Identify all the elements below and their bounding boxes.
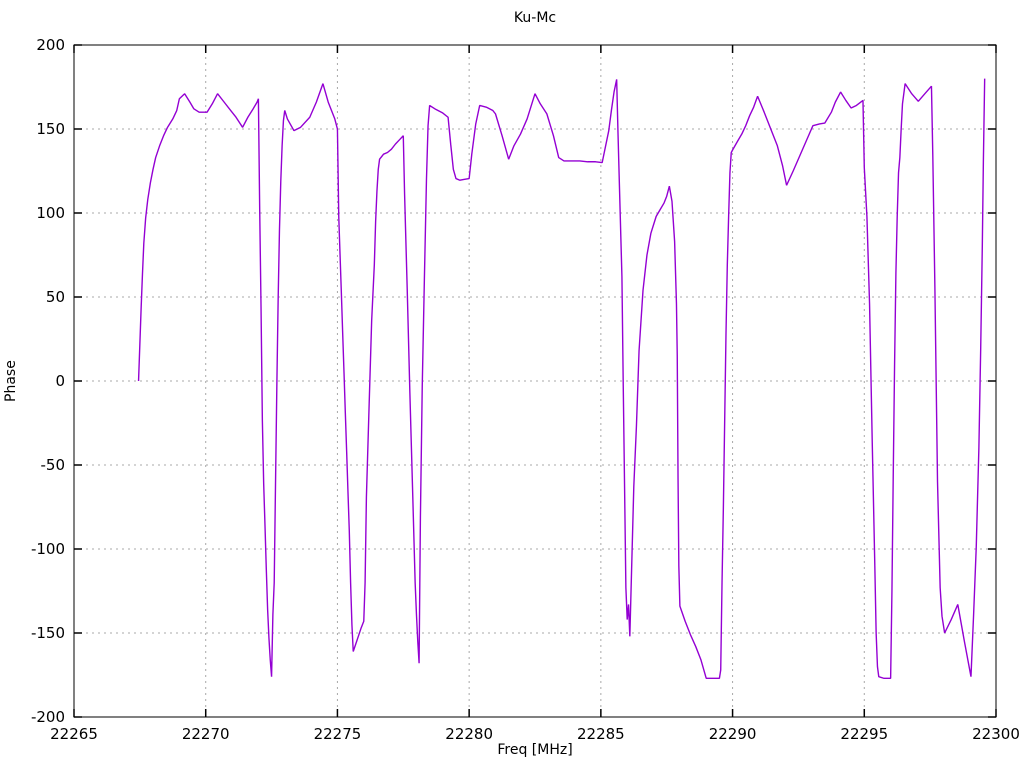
y-tick-label: 200 xyxy=(36,36,65,54)
x-tick-label: 22275 xyxy=(314,725,362,743)
y-axis-label: Phase xyxy=(3,360,19,402)
x-tick-label: 22295 xyxy=(840,725,888,743)
x-tick-label: 22265 xyxy=(50,725,98,743)
x-tick-label: 22270 xyxy=(182,725,230,743)
y-tick-label: -150 xyxy=(31,624,65,642)
x-tick-label: 22290 xyxy=(709,725,757,743)
phase-trace xyxy=(137,78,986,680)
x-axis-label: Freq [MHz] xyxy=(497,742,573,758)
x-tick-label: 22300 xyxy=(972,725,1020,743)
y-tick-label: 50 xyxy=(46,288,65,306)
y-tick-label: 150 xyxy=(36,120,65,138)
y-tick-label: -200 xyxy=(31,708,65,726)
chart-title: Ku-Mc xyxy=(513,10,557,26)
y-tick-label: -100 xyxy=(31,540,65,558)
y-tick-label: 100 xyxy=(36,204,65,222)
x-tick-label: 22285 xyxy=(577,725,625,743)
y-tick-label: -50 xyxy=(41,456,66,474)
y-tick-label: 0 xyxy=(55,372,65,390)
x-tick-label: 22280 xyxy=(445,725,493,743)
